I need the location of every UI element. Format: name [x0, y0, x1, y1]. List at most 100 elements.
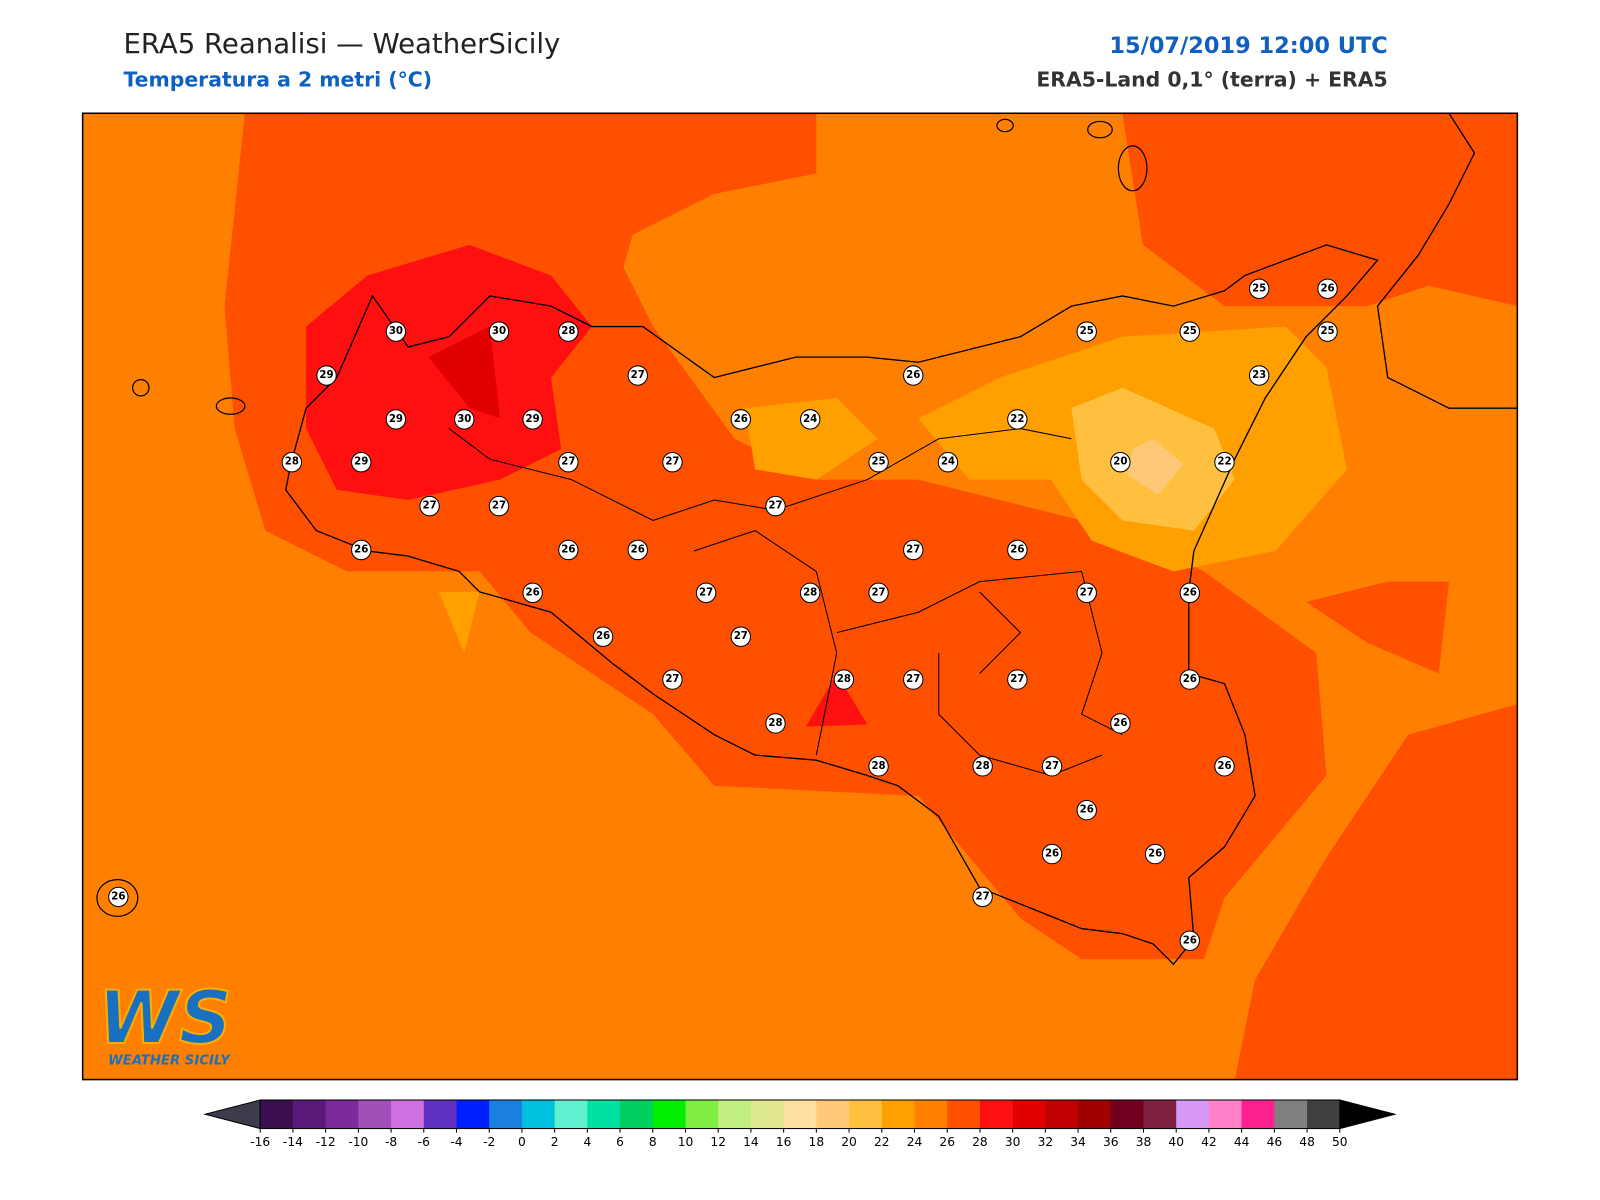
colorbar-tick-label: 46	[1267, 1135, 1283, 1149]
colorbar-segment	[849, 1099, 883, 1129]
colorbar-tick-label: -4	[450, 1135, 462, 1149]
station-value: 26	[354, 544, 368, 555]
colorbar-segment	[783, 1099, 817, 1129]
station-value: 26	[1010, 544, 1024, 555]
contour-26	[1122, 113, 1518, 307]
colorbar-segment	[1078, 1099, 1112, 1129]
station-marker	[1214, 452, 1235, 473]
title: ERA5 Reanalisi — WeatherSicily	[123, 28, 560, 60]
station-marker	[1179, 321, 1200, 342]
colorbar-tick-label: 20	[841, 1135, 857, 1149]
colorbar-segment	[620, 1099, 654, 1129]
island	[96, 878, 139, 917]
station-value: 24	[803, 414, 817, 425]
colorbar-segment	[456, 1099, 490, 1129]
station-marker	[662, 669, 683, 690]
station-value: 30	[492, 326, 506, 337]
station-marker	[1317, 278, 1338, 299]
colorbar-tick-label: 38	[1136, 1135, 1152, 1149]
station-value: 30	[457, 414, 471, 425]
colorbar-under	[203, 1099, 261, 1130]
colorbar-segment	[521, 1099, 556, 1129]
colorbar-segment	[979, 1099, 1014, 1129]
colorbar-tick-label: 34	[1070, 1135, 1086, 1149]
station-value: 27	[699, 587, 713, 598]
station-marker	[488, 321, 510, 342]
station-value: 26	[1183, 935, 1197, 946]
island	[215, 397, 246, 415]
station-value: 26	[1217, 761, 1231, 772]
colorbar-tick-label: 42	[1201, 1135, 1217, 1149]
station-marker	[1144, 843, 1166, 865]
colorbar-segment	[750, 1099, 785, 1129]
contour-30	[428, 326, 500, 419]
station-marker	[385, 409, 407, 430]
colorbar: -16 -14 -12 -10 -8 -6 -4 -2 0 2 4 6 8 10 12 14 16 18 20 22 2…	[203, 1099, 1397, 1149]
station-marker	[937, 452, 959, 473]
province-borders	[448, 428, 1123, 777]
colorbar-segment	[1274, 1099, 1308, 1129]
station-value: 27	[906, 544, 920, 555]
colorbar-segment	[947, 1099, 981, 1129]
station-value: 26	[1045, 849, 1059, 860]
colorbar-segment	[391, 1099, 425, 1129]
colorbar-tick-label: 18	[809, 1135, 825, 1149]
station-marker	[351, 452, 372, 473]
colorbar-segment	[1307, 1099, 1341, 1129]
station-marker	[592, 626, 614, 647]
station-value: 29	[319, 370, 333, 381]
station-marker	[1179, 930, 1200, 952]
island	[1117, 145, 1148, 192]
station-marker	[1076, 321, 1097, 342]
station-value: 29	[526, 414, 540, 425]
colorbar-tick-label: 36	[1103, 1135, 1119, 1149]
station-marker	[868, 582, 889, 604]
colorbar-tick-label: -2	[483, 1135, 495, 1149]
station-value: 26	[111, 891, 125, 902]
colorbar-tick-label: 24	[907, 1135, 923, 1149]
station-marker	[868, 756, 889, 777]
station-marker	[1041, 843, 1063, 865]
station-marker	[1317, 321, 1338, 342]
station-value: 27	[561, 457, 575, 468]
station-value: 27	[492, 501, 506, 512]
station-marker	[522, 582, 543, 604]
colorbar-over	[1339, 1099, 1397, 1130]
island	[132, 378, 150, 397]
station-value: 26	[1183, 587, 1197, 598]
colorbar-tick-label: 22	[874, 1135, 890, 1149]
contour-26	[1306, 581, 1449, 674]
station-value: 27	[1045, 761, 1059, 772]
colorbar-tick-label: 16	[776, 1135, 792, 1149]
colorbar-segment	[1012, 1099, 1046, 1129]
station-value: 26	[734, 414, 748, 425]
colorbar-segment	[260, 1099, 294, 1129]
stations: 30 30 28 29 27 29 30 29 26 24 28 29 27 27 25 24 22 20 22 26…	[108, 278, 1338, 952]
station-marker	[316, 365, 337, 386]
station-value: 22	[1010, 414, 1024, 425]
station-value: 24	[941, 457, 955, 468]
subtitle: Temperatura a 2 metri (°C)	[123, 68, 432, 92]
station-marker	[730, 409, 752, 430]
station-value: 26	[596, 631, 610, 642]
colorbar-segment	[1045, 1099, 1079, 1129]
station-value: 26	[561, 544, 575, 555]
island	[1087, 120, 1113, 139]
colorbar-segment	[685, 1099, 719, 1129]
station-value: 29	[389, 414, 403, 425]
colorbar-segment	[881, 1099, 916, 1129]
colorbar-segment	[1176, 1099, 1210, 1129]
station-value: 27	[734, 631, 748, 642]
station-marker	[799, 409, 821, 430]
colorbar-segment	[554, 1099, 588, 1129]
colorbar-segment	[718, 1099, 752, 1129]
contour-22	[744, 397, 878, 480]
colorbar-segment	[816, 1099, 850, 1129]
station-marker	[765, 713, 786, 734]
station-value: 29	[354, 457, 368, 468]
station-value: 27	[768, 501, 782, 512]
station-marker	[1110, 713, 1131, 734]
colorbar-tick-label: 12	[710, 1135, 726, 1149]
colorbar-tick-label: 10	[678, 1135, 694, 1149]
